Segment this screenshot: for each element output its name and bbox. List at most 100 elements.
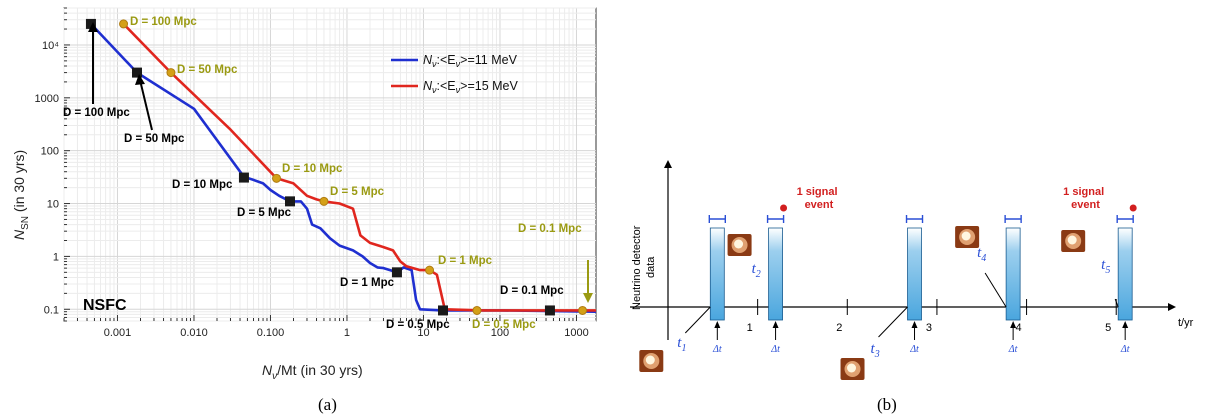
supernova-core — [645, 355, 655, 365]
window-4: Δt t4 — [955, 215, 1022, 355]
dt-arrowhead — [1010, 321, 1017, 328]
marker-circle — [578, 305, 588, 315]
arrow-50mpc-blue — [139, 79, 153, 131]
window-1: Δt t1 — [639, 215, 727, 372]
marker-square — [544, 305, 555, 316]
dt-label: Δt — [770, 344, 780, 355]
x-tick-label: 100 — [491, 327, 509, 339]
x-axis-label-b: t/yr — [1178, 317, 1194, 329]
marker-circle — [319, 196, 329, 206]
detection-window-band — [907, 227, 922, 321]
dt-arrowhead — [714, 321, 721, 328]
window-time-label: t4 — [977, 245, 986, 264]
marker-square — [85, 18, 96, 29]
window-time-label: t2 — [752, 261, 761, 280]
label-blue-0.1mpc: D = 0.1 Mpc — [500, 285, 564, 297]
label-blue-5mpc: D = 5 Mpc — [237, 207, 292, 219]
onset-arrow — [878, 306, 908, 338]
time-ticks: 1 2 3 4 5 — [747, 299, 1117, 334]
time-axis-arrowhead — [1168, 303, 1176, 311]
signal-label-line1: 1 signal — [797, 186, 838, 198]
axis-ticks: 0.001 0.010 0.100 1 10 100 1000 0.1 1 10 100 1000 10… — [35, 7, 589, 339]
detection-window-band — [1005, 227, 1021, 321]
marker-circle — [166, 68, 176, 78]
label-blue-1mpc: D = 1 Mpc — [340, 277, 395, 289]
arrowhead — [88, 22, 98, 32]
dt-arrowhead — [772, 321, 779, 328]
signal-label-line2: event — [805, 199, 834, 211]
window-time-label: t1 — [677, 335, 686, 354]
detection-window-band — [768, 227, 783, 321]
dt-label: Δt — [1120, 344, 1130, 355]
time-tick-label: 2 — [836, 322, 842, 334]
label-blue-100mpc: D = 100 Mpc — [63, 107, 130, 119]
y-axis-label: NSN (in 30 yrs) — [11, 150, 31, 240]
marker-square — [284, 196, 295, 207]
time-tick-label: 5 — [1105, 322, 1111, 334]
signal-label-line1: 1 signal — [1063, 186, 1104, 198]
signal-event-dot — [780, 204, 788, 212]
time-tick-label: 3 — [926, 322, 932, 334]
supernova-core — [961, 231, 971, 241]
x-tick-label: 0.010 — [180, 327, 208, 339]
dt-label: Δt — [909, 344, 919, 355]
legend-label-blue: Nν:<Eν>=11 MeV — [423, 53, 518, 69]
window-time-label: t3 — [871, 341, 880, 360]
label-red-100mpc: D = 100 Mpc — [130, 16, 197, 28]
supernova-core — [734, 239, 744, 249]
y-tick-label: 10 — [47, 199, 59, 211]
x-axis-label: Nν/Mt (in 30 yrs) — [262, 362, 363, 382]
y-axis-label-b-line1: Neutrino detector — [631, 225, 643, 310]
label-red-5mpc: D = 5 Mpc — [330, 186, 385, 198]
series-line-blue — [89, 23, 597, 313]
series-markers — [85, 18, 588, 316]
y-tick-label: 0.1 — [44, 304, 59, 316]
data-axis-arrowhead — [664, 160, 672, 168]
panel-a-chart: 0.001 0.010 0.100 1 10 100 1000 0.1 1 10 100 1000 10… — [11, 7, 597, 414]
label-blue-10mpc: D = 10 Mpc — [172, 179, 233, 191]
window-3: Δt t3 — [840, 215, 924, 380]
time-tick-label: 4 — [1016, 322, 1022, 334]
marker-circle — [272, 173, 282, 183]
caption-a: (a) — [318, 395, 337, 414]
marker-circle — [425, 265, 435, 275]
caption-b: (b) — [877, 395, 897, 414]
x-tick-label: 10 — [417, 327, 429, 339]
detection-window-band — [1117, 227, 1133, 321]
onset-arrow — [684, 306, 711, 334]
signal-event-dot — [1129, 204, 1137, 212]
label-red-0.1mpc: D = 0.1 Mpc — [518, 223, 582, 235]
marker-square — [238, 172, 249, 183]
arrowhead — [135, 74, 145, 85]
legend-label-red: Nν:<Eν>=15 MeV — [423, 79, 518, 95]
legend: Nν:<Eν>=11 MeV Nν:<Eν>=15 MeV — [391, 53, 518, 95]
marker-circle — [472, 305, 482, 315]
dt-label: Δt — [1008, 344, 1018, 355]
label-red-10mpc: D = 10 Mpc — [282, 163, 343, 175]
onset-arrow — [1114, 298, 1119, 308]
x-tick-label: 1000 — [564, 327, 588, 339]
marker-circle — [119, 19, 129, 29]
supernova-core — [847, 363, 857, 373]
marker-square — [131, 67, 142, 78]
x-tick-label: 0.001 — [104, 327, 132, 339]
label-blue-0.5mpc: D = 0.5 Mpc — [386, 319, 450, 331]
detection-window-band — [709, 227, 725, 321]
grid-lines — [63, 7, 596, 322]
signal-label-line2: event — [1071, 199, 1100, 211]
label-red-1mpc: D = 1 Mpc — [438, 255, 493, 267]
y-tick-label: 100 — [41, 146, 59, 158]
marker-square — [437, 305, 448, 316]
dt-arrowhead — [911, 321, 918, 328]
dt-arrowhead — [1122, 321, 1129, 328]
marker-square — [391, 267, 402, 278]
nsfc-watermark: NSFC — [83, 297, 127, 314]
y-tick-label: 10⁴ — [42, 40, 59, 52]
y-axis-label-b-line2: data — [645, 256, 657, 278]
label-blue-50mpc: D = 50 Mpc — [124, 133, 185, 145]
